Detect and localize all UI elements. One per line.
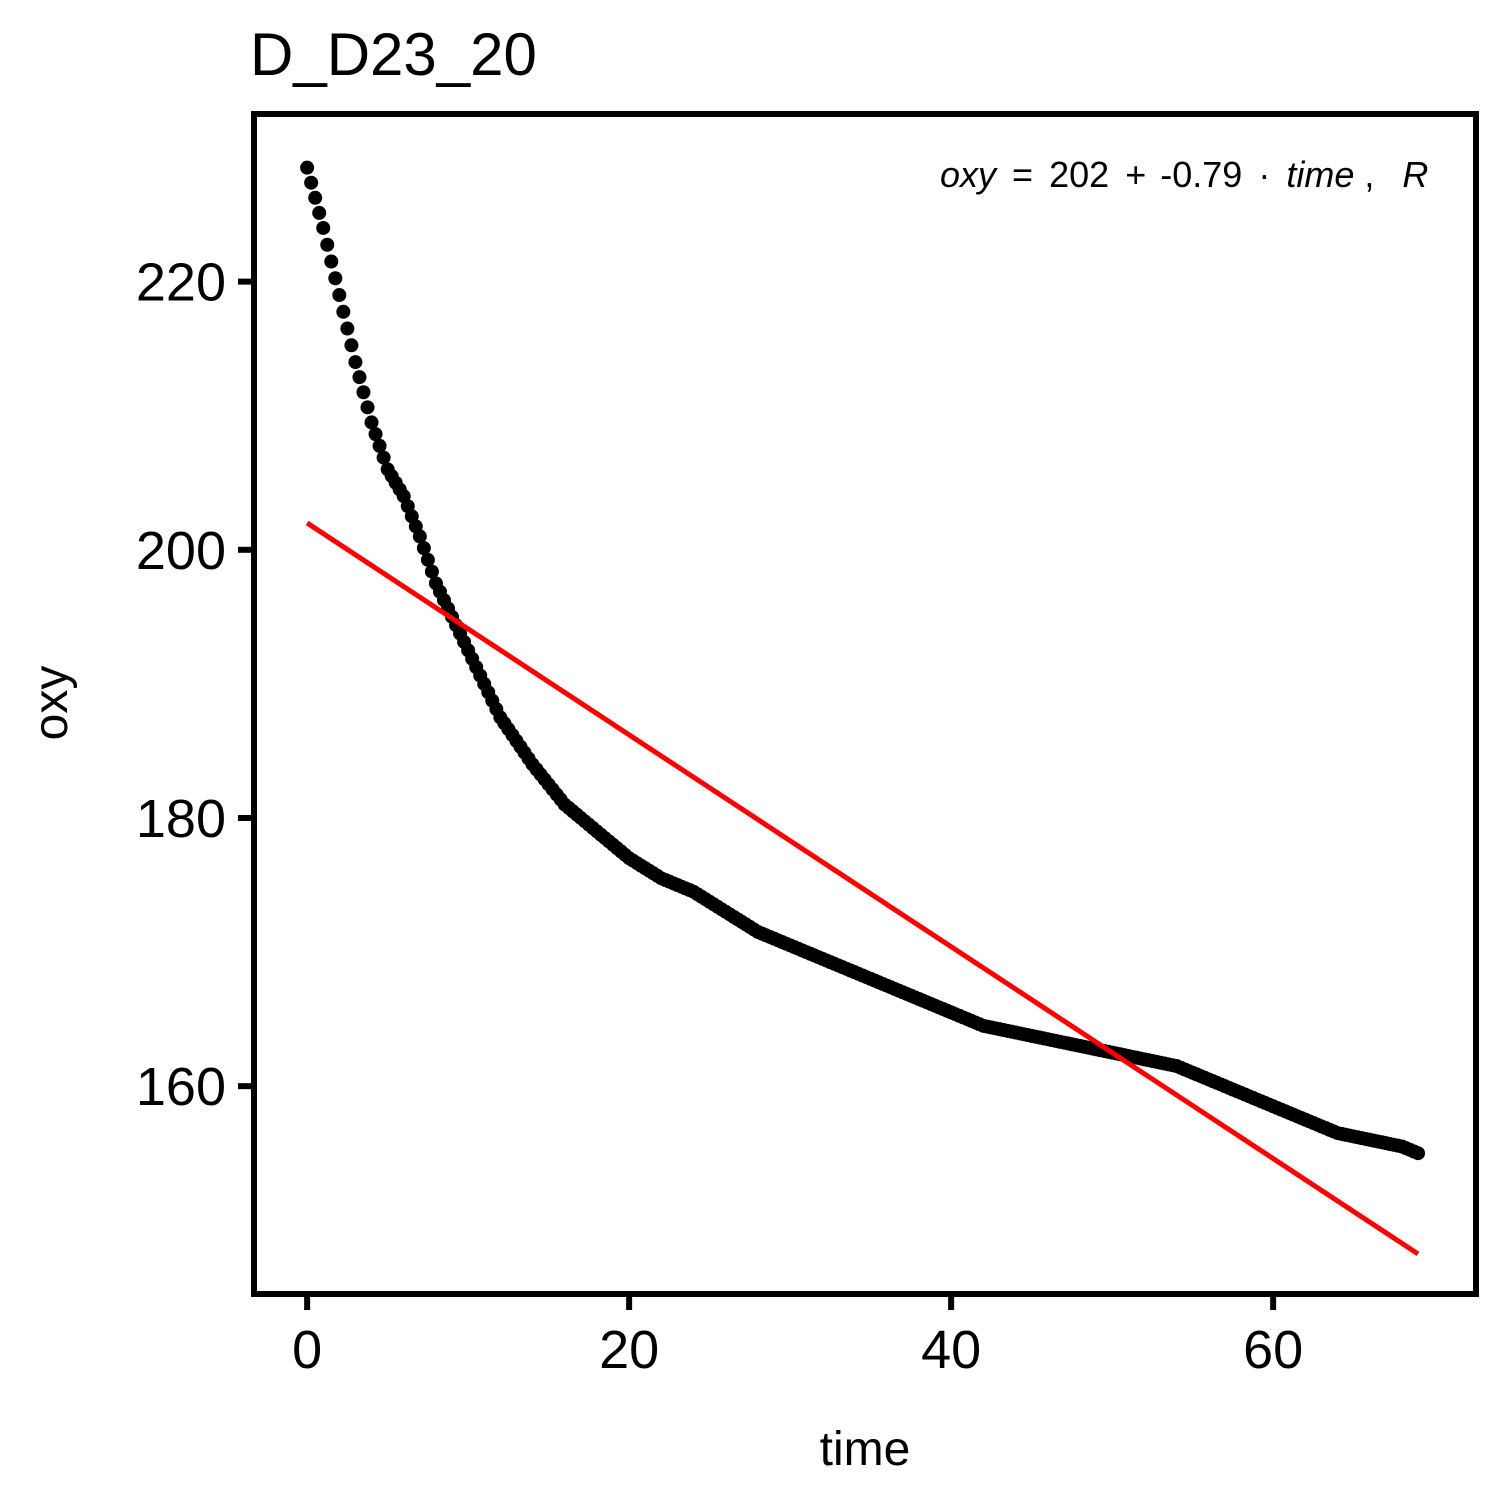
data-point xyxy=(356,385,371,400)
y-tick-label: 160 xyxy=(136,1057,226,1117)
data-point xyxy=(336,304,351,319)
annotation-dot: · xyxy=(1258,154,1270,195)
data-point xyxy=(332,288,347,303)
annotation-trailing: R xyxy=(1402,154,1428,195)
svg-text:oxy = 202: oxy = 202 + -0.79 · time , R xyxy=(940,154,1428,195)
data-point xyxy=(304,175,319,190)
y-tick-label: 220 xyxy=(136,253,226,313)
data-point xyxy=(308,190,323,205)
fit-line-group xyxy=(305,520,1420,1256)
annotation-intercept: 202 xyxy=(1049,154,1109,195)
data-point xyxy=(1411,1146,1426,1161)
x-tick-label: 20 xyxy=(599,1320,659,1380)
annotation-equals: = xyxy=(1012,154,1033,195)
y-tick-label: 180 xyxy=(136,789,226,849)
annotation-lhs: oxy xyxy=(940,154,998,195)
plot-panel xyxy=(254,114,1476,1294)
x-tick-label: 0 xyxy=(292,1320,322,1380)
data-point xyxy=(364,415,379,430)
data-point xyxy=(328,271,343,286)
x-tick-label: 60 xyxy=(1243,1320,1303,1380)
annotation-slope: -0.79 xyxy=(1160,154,1242,195)
data-point xyxy=(340,321,355,336)
y-axis-label: oxy xyxy=(25,666,78,741)
data-point xyxy=(416,541,431,556)
fit-line xyxy=(305,520,1420,1256)
data-point xyxy=(312,205,327,220)
y-tick-label: 200 xyxy=(136,521,226,581)
data-point xyxy=(372,438,387,453)
data-point xyxy=(376,450,391,465)
panel-border xyxy=(251,111,1479,1297)
x-axis: 0 20 40 60 xyxy=(292,1294,1303,1380)
y-axis: 160 180 200 220 xyxy=(136,253,254,1117)
data-point xyxy=(424,564,439,579)
x-tick-label: 40 xyxy=(921,1320,981,1380)
data-point xyxy=(324,254,339,269)
annotation-var: time xyxy=(1286,154,1354,195)
data-point xyxy=(348,355,363,370)
chart-title: D_D23_20 xyxy=(250,21,537,88)
data-point xyxy=(368,427,383,442)
data-point xyxy=(316,220,331,235)
data-point xyxy=(300,160,315,175)
data-point xyxy=(344,338,359,353)
data-point xyxy=(320,237,335,252)
data-point xyxy=(352,370,367,385)
data-point xyxy=(360,400,375,415)
x-axis-label: time xyxy=(820,1423,911,1476)
annotation-comma: , xyxy=(1364,154,1374,195)
annotation-plus: + xyxy=(1125,154,1146,195)
regression-annotation: oxy = 202 + -0.79 · time , R xyxy=(940,154,1428,195)
data-points xyxy=(300,160,1426,1161)
data-point xyxy=(412,529,427,544)
data-point xyxy=(420,552,435,567)
